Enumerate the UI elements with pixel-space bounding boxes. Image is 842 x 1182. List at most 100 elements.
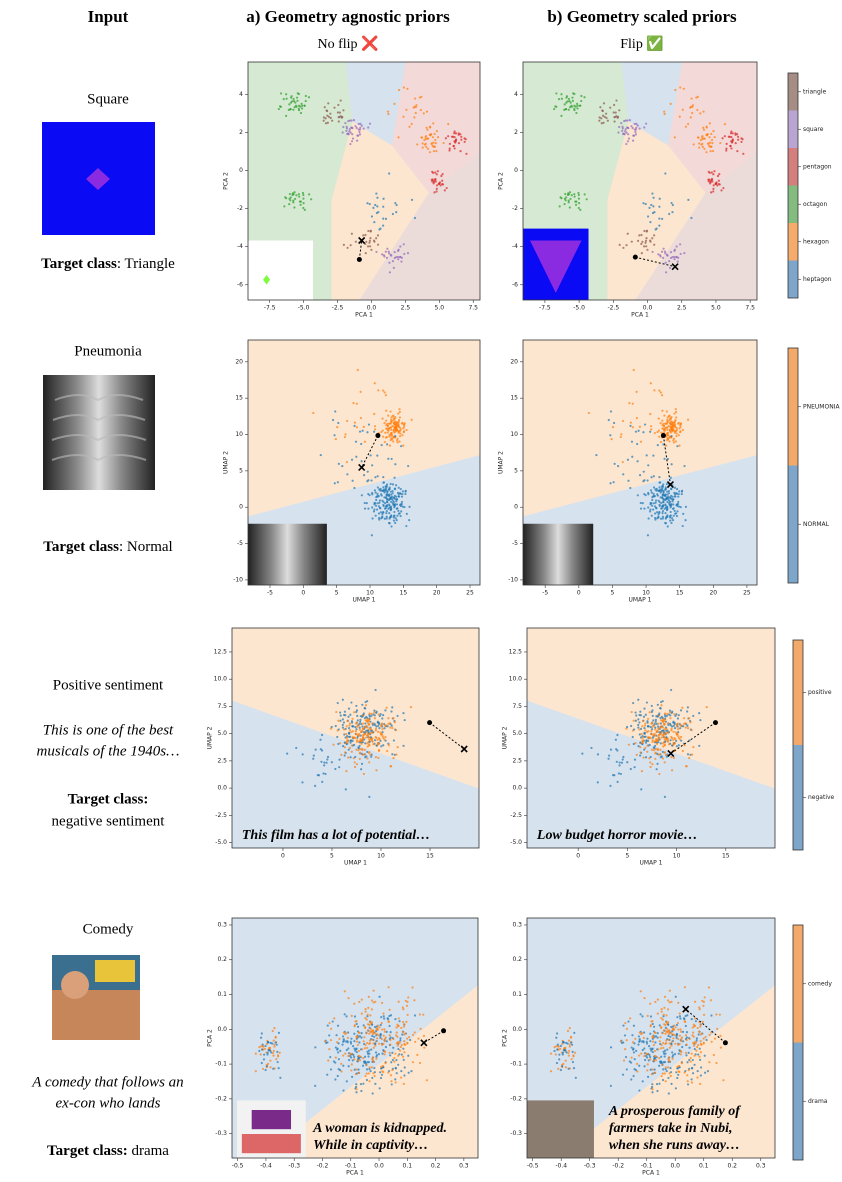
point bbox=[580, 100, 582, 102]
point bbox=[388, 172, 390, 174]
y-tick-label: 10 bbox=[235, 431, 243, 438]
point bbox=[381, 717, 383, 719]
point bbox=[378, 517, 380, 519]
point bbox=[382, 504, 384, 506]
point bbox=[395, 427, 397, 429]
point bbox=[672, 1058, 674, 1060]
point bbox=[662, 427, 664, 429]
point bbox=[400, 1070, 402, 1072]
point bbox=[402, 1048, 404, 1050]
point bbox=[677, 1022, 679, 1024]
point bbox=[553, 108, 555, 110]
point bbox=[557, 1044, 559, 1046]
point bbox=[567, 1030, 569, 1032]
point bbox=[426, 138, 428, 140]
point bbox=[349, 722, 351, 724]
point bbox=[620, 773, 622, 775]
point bbox=[374, 1044, 376, 1046]
point bbox=[382, 1071, 384, 1073]
inset-image bbox=[237, 1100, 306, 1158]
point bbox=[647, 464, 649, 466]
point bbox=[645, 245, 647, 247]
point bbox=[368, 242, 370, 244]
point bbox=[694, 1041, 696, 1043]
point bbox=[609, 482, 611, 484]
point bbox=[275, 1041, 277, 1043]
point bbox=[703, 1014, 705, 1016]
point bbox=[327, 756, 329, 758]
point bbox=[646, 1041, 648, 1043]
point bbox=[654, 728, 656, 730]
point bbox=[397, 1064, 399, 1066]
point bbox=[685, 506, 687, 508]
point bbox=[650, 489, 652, 491]
point bbox=[644, 1059, 646, 1061]
point bbox=[395, 1034, 397, 1036]
y-axis-label: UMAP 2 bbox=[498, 451, 505, 474]
point bbox=[371, 506, 373, 508]
point bbox=[651, 749, 653, 751]
point bbox=[413, 106, 415, 108]
point bbox=[391, 458, 393, 460]
point bbox=[665, 1080, 667, 1082]
point bbox=[674, 419, 676, 421]
point bbox=[667, 999, 669, 1001]
point bbox=[647, 492, 649, 494]
point bbox=[360, 443, 362, 445]
point bbox=[643, 493, 645, 495]
point bbox=[357, 746, 359, 748]
y-tick-label: 7.5 bbox=[512, 703, 522, 710]
point bbox=[403, 243, 405, 245]
point bbox=[344, 751, 346, 753]
point bbox=[391, 753, 393, 755]
point bbox=[636, 1070, 638, 1072]
point bbox=[381, 444, 383, 446]
point bbox=[651, 515, 653, 517]
point bbox=[375, 1058, 377, 1060]
point bbox=[397, 136, 399, 138]
point bbox=[638, 1035, 640, 1037]
point bbox=[680, 709, 682, 711]
point bbox=[717, 175, 719, 177]
point bbox=[376, 495, 378, 497]
point bbox=[404, 719, 406, 721]
point bbox=[329, 113, 331, 115]
point bbox=[263, 1058, 265, 1060]
poster-part bbox=[61, 971, 89, 999]
point bbox=[630, 421, 632, 423]
point bbox=[380, 1077, 382, 1079]
point bbox=[399, 256, 401, 258]
point bbox=[364, 1056, 366, 1058]
point bbox=[385, 218, 387, 220]
point bbox=[640, 788, 642, 790]
point bbox=[568, 1050, 570, 1052]
point bbox=[648, 207, 650, 209]
point bbox=[643, 126, 645, 128]
point bbox=[662, 506, 664, 508]
point bbox=[655, 735, 657, 737]
point bbox=[376, 711, 378, 713]
point bbox=[719, 1014, 721, 1016]
point bbox=[346, 742, 348, 744]
point bbox=[338, 1038, 340, 1040]
point bbox=[633, 743, 635, 745]
point bbox=[684, 1021, 686, 1023]
point bbox=[342, 1041, 344, 1043]
point bbox=[645, 756, 647, 758]
x-axis-label: UMAP 1 bbox=[639, 860, 662, 867]
point bbox=[327, 102, 329, 104]
point bbox=[338, 728, 340, 730]
point bbox=[722, 1079, 724, 1081]
point bbox=[381, 1074, 383, 1076]
point bbox=[273, 1045, 275, 1047]
point bbox=[653, 486, 655, 488]
point bbox=[651, 192, 653, 194]
point bbox=[653, 389, 655, 391]
point bbox=[575, 201, 577, 203]
point bbox=[404, 490, 406, 492]
point bbox=[389, 1054, 391, 1056]
point bbox=[346, 737, 348, 739]
point bbox=[670, 251, 672, 253]
point bbox=[400, 1076, 402, 1078]
point bbox=[660, 722, 662, 724]
